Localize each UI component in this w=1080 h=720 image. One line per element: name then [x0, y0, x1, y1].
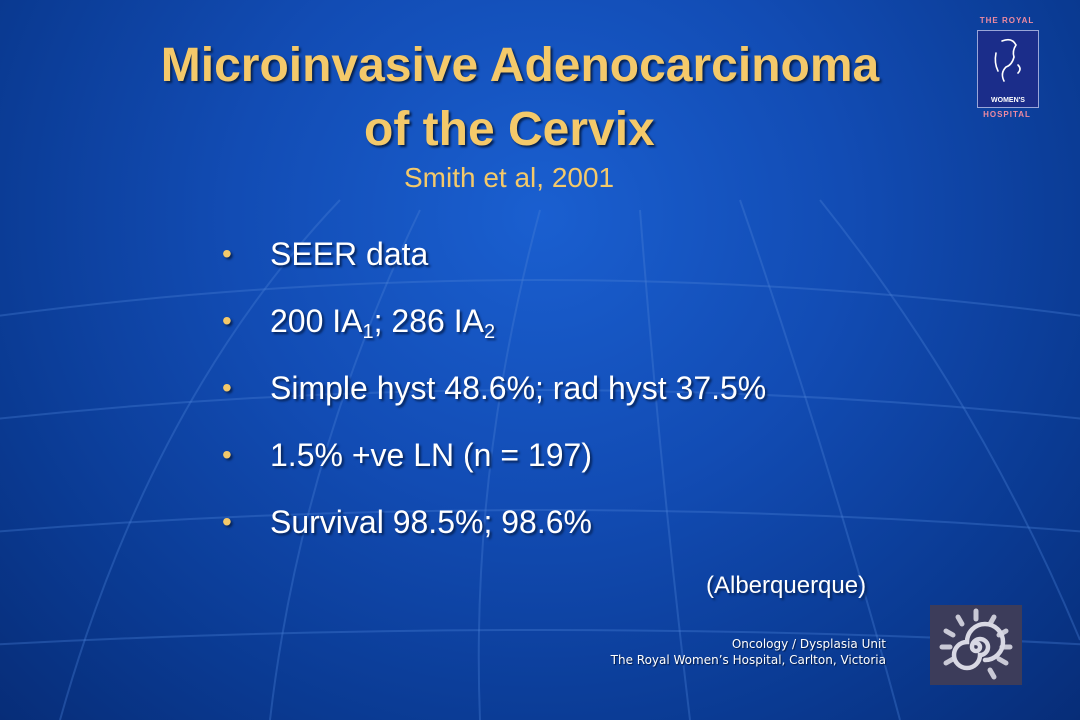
- logo-top-caption: THE ROYAL: [979, 16, 1035, 25]
- bullet-item: • Survival 98.5%; 98.6%: [222, 500, 766, 544]
- slide-title-line1: Microinvasive Adenocarcinoma: [160, 39, 880, 92]
- bullet-text: 1.5% +ve LN (n = 197): [270, 437, 592, 473]
- bullet-item: • Simple hyst 48.6%; rad hyst 37.5%: [222, 366, 766, 410]
- bullet-marker: •: [222, 305, 232, 336]
- logo-emblem: WOMEN'S: [977, 30, 1039, 108]
- spiral-sun-logo: [930, 605, 1022, 685]
- bullet-item: • SEER data: [222, 232, 766, 276]
- logo-bottom-caption: HOSPITAL: [983, 110, 1031, 119]
- bullet-item: • 1.5% +ve LN (n = 197): [222, 433, 766, 477]
- bullet-marker: •: [222, 238, 232, 269]
- bullet-text: SEER data: [270, 236, 429, 272]
- bullet-text-part2: ; 286 IA: [373, 303, 484, 339]
- bullet-marker: •: [222, 439, 232, 470]
- reference-note: (Alberquerque): [706, 572, 867, 599]
- footer-hospital: The Royal Women’s Hospital, Carlton, Vic…: [610, 653, 886, 667]
- subscript-1: 1: [362, 321, 374, 343]
- bullet-text: Simple hyst 48.6%; rad hyst 37.5%: [270, 370, 767, 406]
- bullet-list: • SEER data • 200 IA1; 286 IA2 • Simple …: [222, 232, 766, 567]
- hospital-logo: THE ROYAL WOMEN'S HOSPITAL: [970, 16, 1044, 122]
- spiral-sun-icon: [939, 608, 1013, 680]
- bullet-marker: •: [222, 372, 232, 403]
- slide-subtitle: Smith et al, 2001: [404, 162, 615, 193]
- bullet-text-part1: 200 IA: [270, 303, 363, 339]
- bullet-text: Survival 98.5%; 98.6%: [270, 504, 592, 540]
- logo-box-caption: WOMEN'S: [991, 97, 1025, 104]
- face-profile-icon: [994, 38, 1021, 82]
- footer-credit: Oncology / Dysplasia Unit The Royal Wome…: [611, 636, 886, 668]
- footer-unit: Oncology / Dysplasia Unit: [731, 637, 886, 651]
- subscript-2: 2: [483, 321, 496, 343]
- bullet-item: • 200 IA1; 286 IA2: [222, 299, 766, 343]
- slide-title-line2: of the Cervix: [364, 103, 655, 156]
- bullet-marker: •: [222, 506, 232, 537]
